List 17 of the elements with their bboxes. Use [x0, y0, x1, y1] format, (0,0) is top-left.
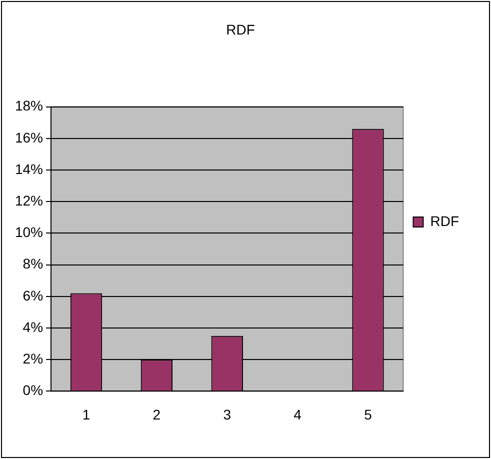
x-tick-label: 5 [364, 406, 372, 422]
y-tick-label: 14% [14, 160, 44, 177]
y-tick-label: 12% [14, 192, 44, 208]
x-tick-label: 4 [294, 406, 302, 422]
y-tick-label: 16% [14, 129, 44, 146]
y-tick-label: 4% [22, 318, 44, 335]
x-tick-label: 2 [152, 406, 161, 422]
chart-title: RDF [226, 21, 255, 38]
y-tick-label: 6% [22, 287, 44, 304]
y-tick-label: 18% [14, 98, 44, 114]
x-tick-label: 3 [223, 406, 232, 422]
y-tick-label: 10% [14, 224, 44, 240]
y-tick-label: 2% [22, 350, 44, 366]
y-tick-label: 8% [22, 256, 44, 272]
legend-label: RDF [430, 212, 460, 229]
x-tick-label: 1 [82, 406, 90, 422]
y-tick-label: 0% [22, 382, 44, 398]
